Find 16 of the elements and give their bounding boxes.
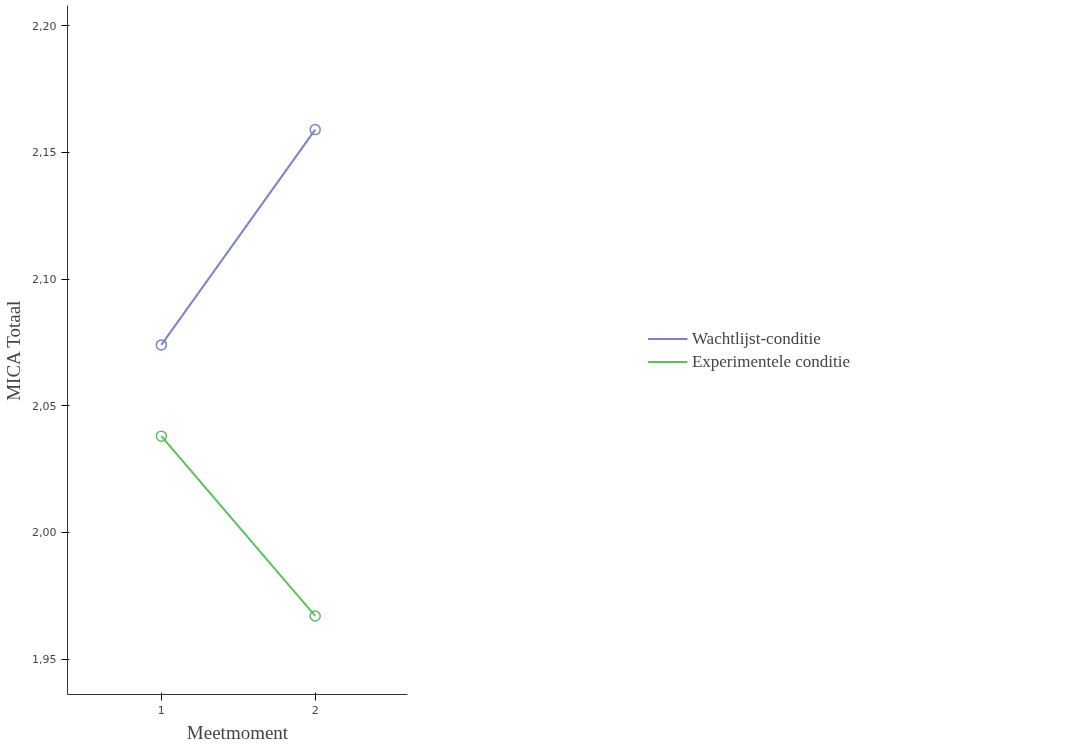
y-tick-label: 2,10: [32, 273, 57, 287]
point: [155, 430, 168, 442]
legend-label: Experimentele conditie: [691, 351, 851, 371]
y-tick-label: 2,20: [32, 19, 57, 33]
x-tick-label: 1: [157, 703, 165, 717]
y-tick-label: 2,00: [32, 526, 57, 540]
x-tick-label: 2: [311, 703, 319, 717]
x-axis-title: Meetmoment: [186, 721, 289, 743]
y-axis-title: MICA Totaal: [3, 300, 25, 401]
point: [309, 610, 321, 622]
y-tick-label: 2,15: [32, 146, 57, 160]
legend-label: Wachtlijst-conditie: [691, 328, 821, 348]
point: [309, 123, 321, 136]
point: [155, 339, 168, 351]
y-tick-label: 1,95: [32, 653, 57, 667]
y-tick-label: 2,05: [32, 399, 57, 413]
